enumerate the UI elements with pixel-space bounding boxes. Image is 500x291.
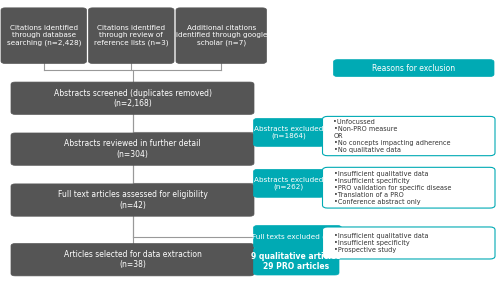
Text: Abstracts excluded
(n=262): Abstracts excluded (n=262) [254, 177, 324, 190]
Text: Reasons for exclusion: Reasons for exclusion [372, 64, 456, 72]
Text: •Insufficient qualitative data
•Insufficient specificity
•Prospective study: •Insufficient qualitative data •Insuffic… [334, 233, 428, 253]
Text: •Unfocussed
•Non-PRO measure
OR
•No concepts impacting adherence
•No qualitative: •Unfocussed •Non-PRO measure OR •No conc… [334, 119, 450, 153]
FancyBboxPatch shape [254, 248, 339, 275]
Text: Abstracts reviewed in further detail
(n=304): Abstracts reviewed in further detail (n=… [64, 139, 201, 159]
FancyBboxPatch shape [11, 82, 254, 114]
FancyBboxPatch shape [11, 133, 254, 165]
Text: Citations identified
through database
searching (n=2,428): Citations identified through database se… [6, 25, 81, 46]
Text: 9 qualitative articles
29 PRO articles: 9 qualitative articles 29 PRO articles [252, 252, 341, 271]
Text: Articles selected for data extraction
(n=38): Articles selected for data extraction (n… [64, 250, 202, 269]
FancyBboxPatch shape [322, 227, 495, 259]
Text: Abstracts excluded
(n=1864): Abstracts excluded (n=1864) [254, 126, 324, 139]
FancyBboxPatch shape [176, 8, 266, 63]
FancyBboxPatch shape [334, 60, 494, 77]
Text: Abstracts screened (duplicates removed)
(n=2,168): Abstracts screened (duplicates removed) … [54, 88, 212, 108]
FancyBboxPatch shape [11, 184, 254, 216]
FancyBboxPatch shape [1, 8, 86, 63]
Text: Additional citations
identified through google
scholar (n=7): Additional citations identified through … [176, 25, 267, 46]
FancyBboxPatch shape [322, 167, 495, 208]
Text: Full text articles assessed for eligibility
(n=42): Full text articles assessed for eligibil… [58, 190, 208, 210]
Text: •Insufficient qualitative data
•Insufficient specificity
•PRO validation for spe: •Insufficient qualitative data •Insuffic… [334, 171, 451, 205]
FancyBboxPatch shape [254, 118, 324, 146]
FancyBboxPatch shape [254, 169, 324, 197]
Text: Full texts excluded (n=4): Full texts excluded (n=4) [252, 234, 343, 240]
FancyBboxPatch shape [88, 8, 174, 63]
FancyBboxPatch shape [322, 116, 495, 156]
FancyBboxPatch shape [11, 244, 254, 276]
FancyBboxPatch shape [254, 226, 342, 248]
Text: Citations identified
through review of
reference lists (n=3): Citations identified through review of r… [94, 25, 168, 46]
